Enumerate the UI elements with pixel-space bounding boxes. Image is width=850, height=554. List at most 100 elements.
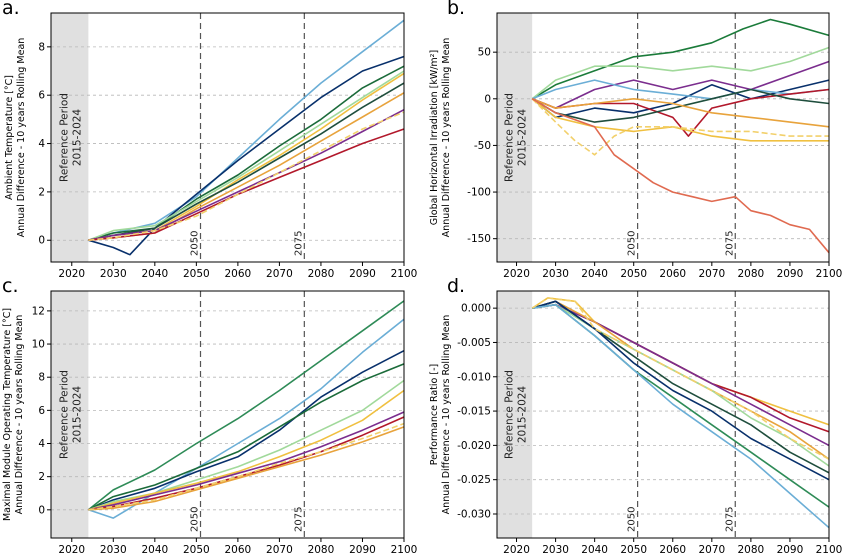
- panel-label: a.: [2, 0, 20, 19]
- vline-label: 2050: [190, 231, 201, 256]
- y-axis-label: Maximal Module Operating Temperature [°C…: [2, 308, 13, 521]
- series-line-9: [88, 426, 405, 511]
- x-tick-label: 2050: [620, 268, 647, 280]
- y-tick-label: -100: [467, 187, 491, 199]
- y-tick-label: -0.015: [457, 406, 491, 418]
- panel-c: 2050 2075 Reference Period2015-2024 2020 203…: [2, 275, 417, 554]
- series-line-8: [531, 98, 830, 128]
- axes-frame: [496, 12, 830, 263]
- series-line-6: [88, 82, 405, 241]
- series-line-11: [531, 98, 830, 254]
- y-axis-label: Annual Difference - 10 years Rolling Mea…: [441, 315, 452, 515]
- reference-period-band: [497, 13, 533, 262]
- x-tick-label: 2060: [659, 268, 686, 280]
- series-line-1: [88, 19, 405, 241]
- x-tick-label: 2020: [503, 268, 530, 280]
- x-tick-label: 2080: [308, 268, 335, 280]
- series-line-5: [88, 379, 405, 511]
- axes-frame: [496, 290, 830, 539]
- x-tick-label: 2040: [141, 544, 168, 554]
- x-tick-label: 2100: [391, 268, 418, 280]
- vline-label: 2050: [627, 231, 638, 256]
- x-tick-label: 2100: [816, 268, 843, 280]
- y-tick-label: -0.030: [457, 508, 491, 520]
- series-line-5: [531, 79, 830, 100]
- x-tick-label: 2070: [698, 268, 725, 280]
- x-tick-label: 2030: [542, 544, 569, 554]
- y-tick-label: 0: [484, 93, 491, 105]
- y-tick-label: -0.005: [457, 337, 491, 349]
- series-line-4: [88, 70, 405, 241]
- axes-frame: [50, 12, 405, 263]
- y-tick-label: -0.020: [457, 440, 491, 452]
- series-line-2: [532, 303, 830, 433]
- series-line-8: [88, 108, 405, 241]
- reference-period-label: Reference Period2015-2024: [504, 93, 529, 182]
- x-tick-label: 2070: [266, 544, 293, 554]
- y-axis-label: Global Horizontal Irradiation [kW/m²]: [429, 50, 440, 225]
- vline-label: 2050: [190, 507, 201, 532]
- series-line-6: [88, 389, 405, 511]
- x-tick-label: 2060: [225, 544, 252, 554]
- x-tick-label: 2090: [349, 268, 376, 280]
- panel-label: c.: [2, 275, 19, 297]
- reference-period-label: Reference Period2015-2024: [504, 370, 529, 459]
- series-line-3: [88, 349, 405, 511]
- x-tick-label: 2080: [738, 268, 765, 280]
- y-tick-label: 8: [38, 41, 45, 53]
- x-tick-label: 2020: [503, 544, 530, 554]
- panel-label: b.: [447, 0, 465, 19]
- axes-frame: [50, 290, 405, 539]
- y-tick-label: 6: [38, 405, 45, 417]
- series-line-6: [531, 300, 830, 474]
- series-line-2: [531, 46, 830, 100]
- x-tick-label: 2090: [777, 544, 804, 554]
- x-tick-label: 2030: [100, 268, 127, 280]
- series-line-2: [88, 55, 405, 256]
- series-line-1: [87, 300, 405, 511]
- y-tick-label: -0.010: [457, 371, 491, 383]
- series-line-9: [88, 128, 405, 241]
- y-axis-label: Annual Difference - 10 years Rolling Mea…: [14, 315, 25, 515]
- series-line-10: [88, 111, 405, 241]
- panel-a: 2050 2075 Reference Period2015-2024 2020 203…: [2, 0, 417, 280]
- panel-label: d.: [447, 275, 465, 297]
- y-tick-label: 8: [38, 372, 45, 384]
- x-tick-label: 2080: [308, 544, 335, 554]
- x-tick-label: 2040: [581, 268, 608, 280]
- series-line-1: [531, 18, 830, 100]
- vline-label: 2075: [724, 231, 735, 256]
- y-tick-label: 2: [38, 186, 45, 198]
- panel-d: 2050 2075 Reference Period2015-2024 2020 203…: [429, 275, 842, 554]
- x-tick-label: 2040: [141, 268, 168, 280]
- x-tick-label: 2080: [738, 544, 765, 554]
- y-tick-label: 0: [38, 504, 45, 516]
- series-line-8: [532, 303, 830, 508]
- x-tick-label: 2050: [620, 544, 647, 554]
- reference-period-band: [497, 291, 533, 538]
- x-tick-label: 2050: [183, 268, 210, 280]
- vline-label: 2075: [293, 507, 304, 532]
- y-tick-label: 2: [38, 471, 45, 483]
- y-tick-label: 12: [32, 305, 45, 317]
- series-line-5: [88, 72, 405, 241]
- series-line-5: [532, 303, 830, 467]
- x-tick-label: 2050: [183, 544, 210, 554]
- panel-b: 2050 2075 Reference Period2015-2024 2020 203…: [429, 0, 842, 280]
- x-tick-label: 2070: [698, 544, 725, 554]
- series-line-2: [88, 318, 405, 519]
- series-line-7: [88, 92, 405, 241]
- y-axis-label: Ambient Temperature [°C]: [4, 75, 15, 200]
- series-line-3: [532, 303, 830, 447]
- x-tick-label: 2090: [777, 268, 804, 280]
- series-line-7: [531, 88, 830, 123]
- vline-label: 2075: [293, 231, 304, 256]
- x-tick-label: 2090: [349, 544, 376, 554]
- series-line-3: [531, 60, 830, 109]
- reference-period-band: [51, 13, 89, 262]
- series-line-3: [88, 65, 405, 241]
- reference-period-band: [51, 291, 89, 538]
- y-axis-label: Annual Difference - 10 years Rolling Mea…: [441, 38, 452, 238]
- series-line-7: [531, 300, 830, 481]
